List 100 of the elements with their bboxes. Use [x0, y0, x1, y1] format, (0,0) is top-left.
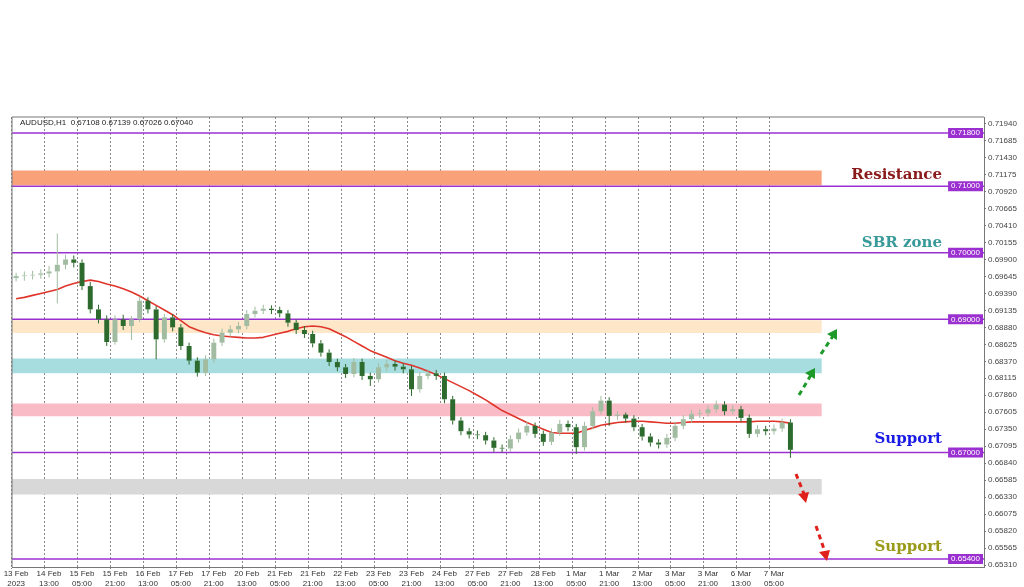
candlestick	[639, 423, 645, 442]
y-tick-label: 0.66585	[988, 475, 1018, 485]
candlestick	[466, 427, 472, 440]
y-tick-label: 0.68370	[988, 356, 1018, 366]
candlestick	[722, 400, 727, 416]
y-tick-label: 0.70155	[988, 237, 1018, 247]
y-tick-label: 0.71940	[988, 118, 1018, 128]
candlestick	[392, 360, 398, 372]
candlestick	[326, 348, 332, 367]
candlestick	[787, 418, 793, 459]
x-tick-label: 7 Mar 05:00	[763, 569, 785, 587]
candlestick	[582, 421, 587, 452]
x-tick-label: 17 Feb 21:00	[201, 569, 227, 587]
candlestick	[310, 330, 316, 348]
candlestick	[21, 270, 27, 282]
annotation: Resistance	[851, 165, 942, 184]
x-tick-label: 2 Mar 13:00	[631, 569, 653, 587]
candlestick	[351, 357, 357, 378]
x-tick-label: 23 Feb 05:00	[366, 569, 392, 587]
y-tick-label: 0.67350	[988, 424, 1018, 434]
candlestick	[334, 358, 340, 372]
candlestick	[13, 272, 19, 282]
candlestick	[540, 430, 546, 447]
candlestick	[755, 424, 760, 438]
ref-line-label: 0.70000	[951, 248, 981, 257]
candlestick	[763, 425, 769, 436]
candlestick	[301, 325, 307, 339]
candlestick	[491, 436, 497, 453]
candlestick	[450, 395, 456, 426]
candlestick	[161, 313, 167, 344]
x-tick-label: 13 Feb 2023	[3, 569, 30, 587]
candlestick	[689, 409, 695, 424]
candlestick	[590, 406, 596, 430]
candlestick	[384, 359, 390, 372]
y-tick-label: 0.67605	[988, 407, 1018, 417]
x-tick-label: 24 Feb 13:00	[432, 569, 458, 587]
x-tick-label: 20 Feb 13:00	[234, 569, 260, 587]
candlestick	[277, 306, 283, 318]
y-tick-label: 0.65820	[988, 526, 1018, 536]
x-tick-label: 21 Feb 05:00	[267, 569, 293, 587]
candlestick	[532, 422, 538, 439]
y-tick-label: 0.66330	[988, 492, 1018, 502]
candlestick	[376, 362, 382, 384]
candlestick	[203, 354, 209, 377]
x-tick-label: 27 Feb 05:00	[464, 569, 491, 587]
candlestick	[647, 432, 653, 448]
x-tick-label: 16 Feb 13:00	[135, 569, 161, 587]
candlestick	[87, 281, 93, 314]
ref-line-label: 0.69000	[951, 314, 981, 324]
x-tick-label: 14 Feb 13:00	[36, 569, 63, 587]
y-tick-label: 0.69900	[988, 254, 1018, 264]
candlestick	[483, 431, 489, 446]
y-tick-label: 0.71430	[988, 152, 1018, 162]
candlestick	[730, 404, 736, 416]
candlestick	[507, 434, 513, 453]
candlestick	[46, 265, 52, 278]
candlestick	[186, 342, 192, 366]
candlestick	[656, 438, 662, 450]
candlestick	[236, 321, 241, 334]
y-tick-label: 0.69390	[988, 288, 1018, 298]
y-tick-label: 0.67095	[988, 441, 1018, 451]
ref-line-label: 0.71000	[951, 181, 981, 191]
x-tick-label: 27 Feb 21:00	[497, 569, 524, 587]
candlestick	[244, 309, 250, 330]
candlestick	[367, 372, 373, 387]
candlestick	[425, 368, 431, 380]
candlestick	[128, 315, 134, 341]
candlestick	[227, 324, 233, 338]
candlestick	[516, 428, 522, 444]
x-tick-label: 28 Feb 13:00	[530, 569, 557, 587]
candlestick	[573, 423, 579, 455]
candlestick	[746, 414, 752, 439]
candlestick	[705, 404, 711, 418]
y-tick-label: 0.71685	[988, 135, 1018, 145]
x-tick-label: 23 Feb 21:00	[399, 569, 425, 587]
candlestick	[359, 358, 365, 381]
x-tick-label: 1 Mar 05:00	[566, 569, 587, 587]
annotation: SBR zone	[861, 232, 942, 251]
x-tick-label: 17 Feb 05:00	[168, 569, 194, 587]
candlestick	[194, 356, 200, 378]
candlestick	[260, 304, 266, 315]
candlestick	[557, 419, 563, 437]
y-tick-label: 0.65310	[988, 560, 1018, 570]
candlestick	[293, 318, 299, 335]
annotation: Support	[874, 428, 943, 447]
candlestick	[672, 421, 678, 442]
candlestick	[38, 268, 44, 280]
candlestick	[417, 371, 423, 394]
candlestick	[145, 296, 151, 314]
candlestick	[598, 395, 604, 416]
ref-line-label: 0.71800	[951, 128, 981, 138]
x-tick-label: 15 Feb 21:00	[102, 569, 128, 587]
annotation: AUDUSD,H1 0.67108 0.67139 0.67026 0.67040	[20, 117, 194, 127]
candlestick	[779, 418, 785, 433]
candlestick	[178, 323, 184, 351]
y-tick-label: 0.66075	[988, 509, 1018, 519]
candlestick	[219, 328, 225, 347]
y-tick-label: 0.70665	[988, 203, 1018, 213]
y-tick-label: 0.68880	[988, 322, 1018, 332]
y-tick-label: 0.65565	[988, 543, 1018, 553]
